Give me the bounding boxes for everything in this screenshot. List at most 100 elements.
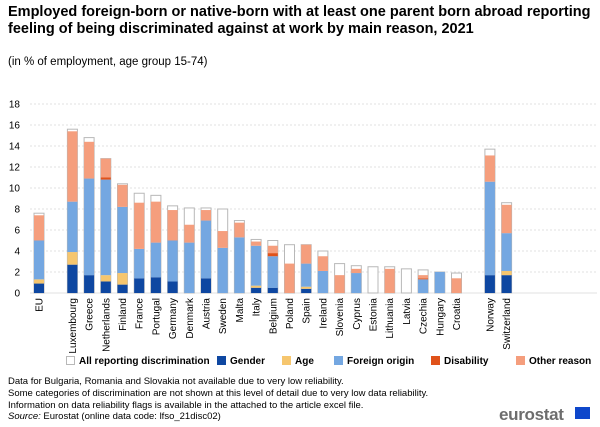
- legend-label: Other reason: [529, 356, 592, 367]
- bar-segment-gender: [484, 275, 495, 293]
- x-tick-label: Slovenia: [335, 298, 346, 337]
- x-tick-label: Malta: [235, 298, 246, 323]
- bar-total-estonia: [367, 266, 379, 294]
- x-tick-label: Netherlands: [101, 298, 112, 352]
- bar-segment-other-reason: [418, 275, 429, 279]
- bar-segment-disability: [100, 177, 111, 180]
- bar-segment-foreign-origin: [100, 179, 111, 276]
- x-tick-label: EU: [35, 298, 46, 312]
- legend-swatch: [334, 356, 343, 365]
- bar-segment-foreign-origin: [217, 247, 228, 293]
- bar-segment-foreign-origin: [150, 242, 161, 278]
- y-tick-label: 8: [14, 205, 20, 216]
- bar-segment-age: [251, 285, 262, 288]
- logo-text: eurostat: [499, 405, 564, 424]
- bar-segment-foreign-origin: [418, 279, 429, 293]
- bar-segment-gender: [501, 275, 512, 293]
- bar-segment-foreign-origin: [251, 245, 262, 286]
- x-tick-label: Finland: [118, 298, 129, 331]
- bar-segment-foreign-origin: [201, 220, 211, 279]
- bar-segment-gender: [67, 264, 78, 293]
- bar-segment-gender: [167, 281, 178, 293]
- legend: All reporting discrimination Gender Age For…: [0, 356, 600, 368]
- bar-segment-foreign-origin: [501, 233, 512, 271]
- source-text: Eurostat (online data code: lfso_21disc0…: [40, 411, 221, 423]
- bar-total-latvia: [400, 268, 412, 294]
- y-tick-label: 18: [9, 100, 21, 111]
- footnotes: Data for Bulgaria, Romania and Slovakia …: [8, 376, 428, 423]
- x-axis-ticks: EU Luxembourg Greece Netherlands Finland Fran…: [35, 297, 514, 354]
- bar-segment-foreign-origin: [434, 272, 445, 293]
- x-tick-label: Germany: [168, 298, 179, 339]
- bar-segment-other-reason: [117, 184, 128, 207]
- x-tick-label: Ireland: [318, 298, 329, 329]
- note-1: Data for Bulgaria, Romania and Slovakia …: [8, 376, 344, 387]
- bar-segment-other-reason: [217, 231, 228, 248]
- bar-segment-other-reason: [167, 210, 178, 241]
- bar-segment-foreign-origin: [34, 240, 44, 280]
- bar-segment-other-reason: [351, 268, 362, 274]
- y-axis-ticks: 0 2 4 6 8 10 12 14 16 18: [9, 100, 21, 300]
- x-tick-label: Portugal: [151, 298, 162, 335]
- bar-segment-gender: [251, 287, 262, 293]
- eu-flag-icon: [575, 407, 590, 419]
- x-tick-label: Denmark: [185, 297, 196, 339]
- legend-item: Foreign origin: [334, 356, 414, 367]
- bar-segment-other-reason: [150, 201, 161, 243]
- bar-segment-age: [34, 279, 44, 284]
- legend-swatch: [282, 356, 291, 365]
- source-label: Source:: [8, 411, 41, 423]
- bar-segment-other-reason: [301, 244, 312, 264]
- bar-segment-foreign-origin: [184, 242, 195, 293]
- bar-segment-gender: [117, 284, 128, 293]
- y-tick-label: 6: [14, 226, 20, 237]
- bar-segment-age: [67, 252, 78, 265]
- x-tick-label: Latvia: [402, 298, 413, 325]
- bar-segment-disability: [418, 278, 429, 280]
- bar-segment-other-reason: [100, 158, 111, 178]
- y-tick-label: 16: [9, 121, 21, 132]
- x-tick-label: Czechia: [419, 298, 430, 335]
- chart-subtitle: (in % of employment, age group 15-74): [8, 56, 208, 68]
- bar-segment-other-reason: [384, 268, 395, 293]
- x-tick-label: Italy: [252, 298, 263, 316]
- bar-segment-other-reason: [67, 131, 78, 202]
- bar-segment-other-reason: [267, 245, 278, 254]
- legend-label: Foreign origin: [347, 356, 415, 367]
- legend-item: Age: [282, 356, 314, 367]
- x-tick-label: France: [135, 298, 146, 330]
- bar-segment-foreign-origin: [67, 201, 78, 253]
- x-tick-label: Norway: [485, 298, 496, 332]
- x-tick-label: Austria: [202, 298, 213, 330]
- bar-segment-foreign-origin: [317, 270, 328, 293]
- bar-segment-gender: [301, 288, 312, 293]
- y-tick-label: 4: [14, 247, 20, 258]
- legend-item: All reporting discrimination: [66, 356, 210, 367]
- x-tick-label: Cyprus: [352, 298, 363, 330]
- bar-segment-foreign-origin: [134, 248, 145, 279]
- legend-swatch: [217, 356, 226, 365]
- note-2: Some categories of discrimination are no…: [8, 387, 429, 399]
- bar-segment-other-reason: [201, 210, 211, 221]
- x-tick-label: Poland: [285, 298, 296, 329]
- legend-item: Disability: [431, 356, 488, 367]
- x-tick-label: Switzerland: [502, 298, 513, 350]
- legend-item: Gender: [217, 356, 265, 367]
- x-tick-label: Lithuania: [385, 298, 396, 339]
- legend-item: Other reason: [516, 356, 591, 367]
- bar-segment-age: [117, 273, 128, 285]
- bar-segment-other-reason: [134, 202, 145, 249]
- bar-segment-foreign-origin: [167, 240, 178, 282]
- bar-segment-age: [501, 270, 512, 276]
- bar-segment-foreign-origin: [267, 256, 278, 288]
- y-tick-label: 0: [14, 289, 20, 300]
- note-3: Information on data reliability flags is…: [8, 399, 364, 411]
- bar-segment-other-reason: [251, 241, 262, 246]
- x-tick-label: Belgium: [268, 298, 279, 334]
- x-tick-label: Luxembourg: [68, 298, 79, 354]
- bar-segment-gender: [267, 287, 278, 293]
- y-tick-label: 10: [9, 184, 21, 195]
- bar-segment-age: [301, 286, 312, 289]
- bar-segment-foreign-origin: [234, 237, 245, 293]
- stacked-bar-chart: 0 2 4 6 8 10 12 14 16 18 EU Luxembourg Greece Nether…: [9, 100, 597, 354]
